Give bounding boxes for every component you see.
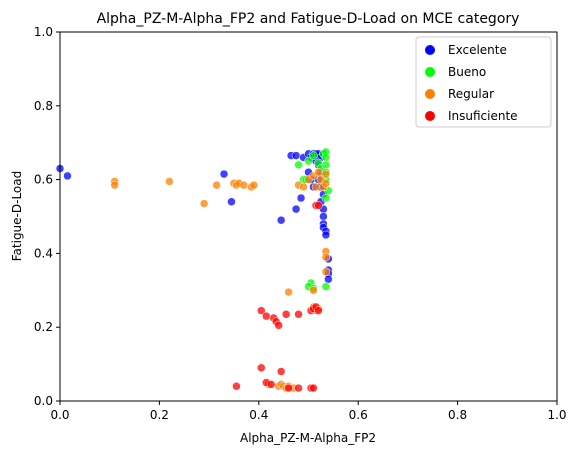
data-point [309,286,318,295]
data-point [324,274,333,284]
legend-marker [425,89,435,99]
data-point [321,153,331,162]
y-tick-label: 0.2 [34,320,53,334]
data-point [291,204,301,214]
x-tick-label: 0.6 [349,408,368,422]
legend-label: Regular [448,87,494,101]
data-point [319,212,328,221]
y-tick-label: 0.6 [34,173,53,187]
data-point [321,169,331,179]
x-tick-label: 0.4 [249,408,268,422]
data-point [294,160,303,170]
data-point [257,306,266,315]
data-point [281,310,291,319]
data-point [299,182,308,192]
x-axis: 0.0 0.2 0.4 0.6 0.8 1.0 [50,401,567,422]
y-axis: 0.0 0.2 0.4 0.6 0.8 1.0 [34,25,60,408]
x-tick-label: 0.8 [448,408,467,422]
data-point [321,193,331,203]
y-tick-label: 0.4 [34,246,53,260]
data-point [227,197,236,206]
x-tick-label: 1.0 [547,408,566,422]
data-point [276,367,286,376]
data-point [63,171,72,181]
data-point [321,267,331,277]
data-point [110,180,119,190]
legend-marker [425,45,435,55]
data-point [199,199,209,208]
data-point [284,287,293,297]
x-axis-label: Alpha_PZ-M-Alpha_FP2 [240,431,376,445]
legend-marker [425,67,435,77]
data-point [262,311,271,321]
data-point [294,310,303,319]
data-point [232,381,241,391]
data-point [165,177,174,186]
y-axis-label: Fatigue-D-Load [10,171,24,262]
data-point [304,156,313,166]
plot-frame [59,31,558,402]
legend-label: Insuficiente [448,109,518,123]
data-point [257,363,266,373]
points-layer [55,147,333,393]
data-point [311,182,321,192]
y-tick-label: 0.0 [34,394,53,408]
data-point [321,160,331,170]
legend: Excelente Bueno Regular Insuficiente [415,36,552,128]
chart-title: Alpha_PZ-M-Alpha_FP2 and Fatigue-D-Load … [97,11,520,27]
data-point [219,169,229,179]
x-tick-label: 0.0 [50,408,69,422]
data-point [314,306,323,315]
legend-label: Excelente [448,43,507,57]
data-point [321,179,331,188]
data-point [266,380,276,389]
y-tick-label: 0.8 [34,99,53,113]
data-point [321,252,331,262]
data-point [309,151,318,160]
legend-label: Bueno [448,65,486,79]
legend-frame [415,36,552,128]
data-point [274,321,283,330]
data-point [314,201,323,210]
data-point [249,180,259,190]
data-point [284,383,293,393]
data-point [212,180,221,190]
y-tick-label: 1.0 [34,25,53,39]
data-point [321,282,331,291]
data-point [309,383,318,393]
data-point [314,167,323,177]
data-point [294,383,303,393]
x-tick-label: 0.2 [150,408,169,422]
data-point [291,151,301,160]
legend-marker [425,111,435,121]
data-point [321,230,331,240]
data-point [276,215,286,225]
data-point [239,180,249,190]
data-point [296,193,306,203]
